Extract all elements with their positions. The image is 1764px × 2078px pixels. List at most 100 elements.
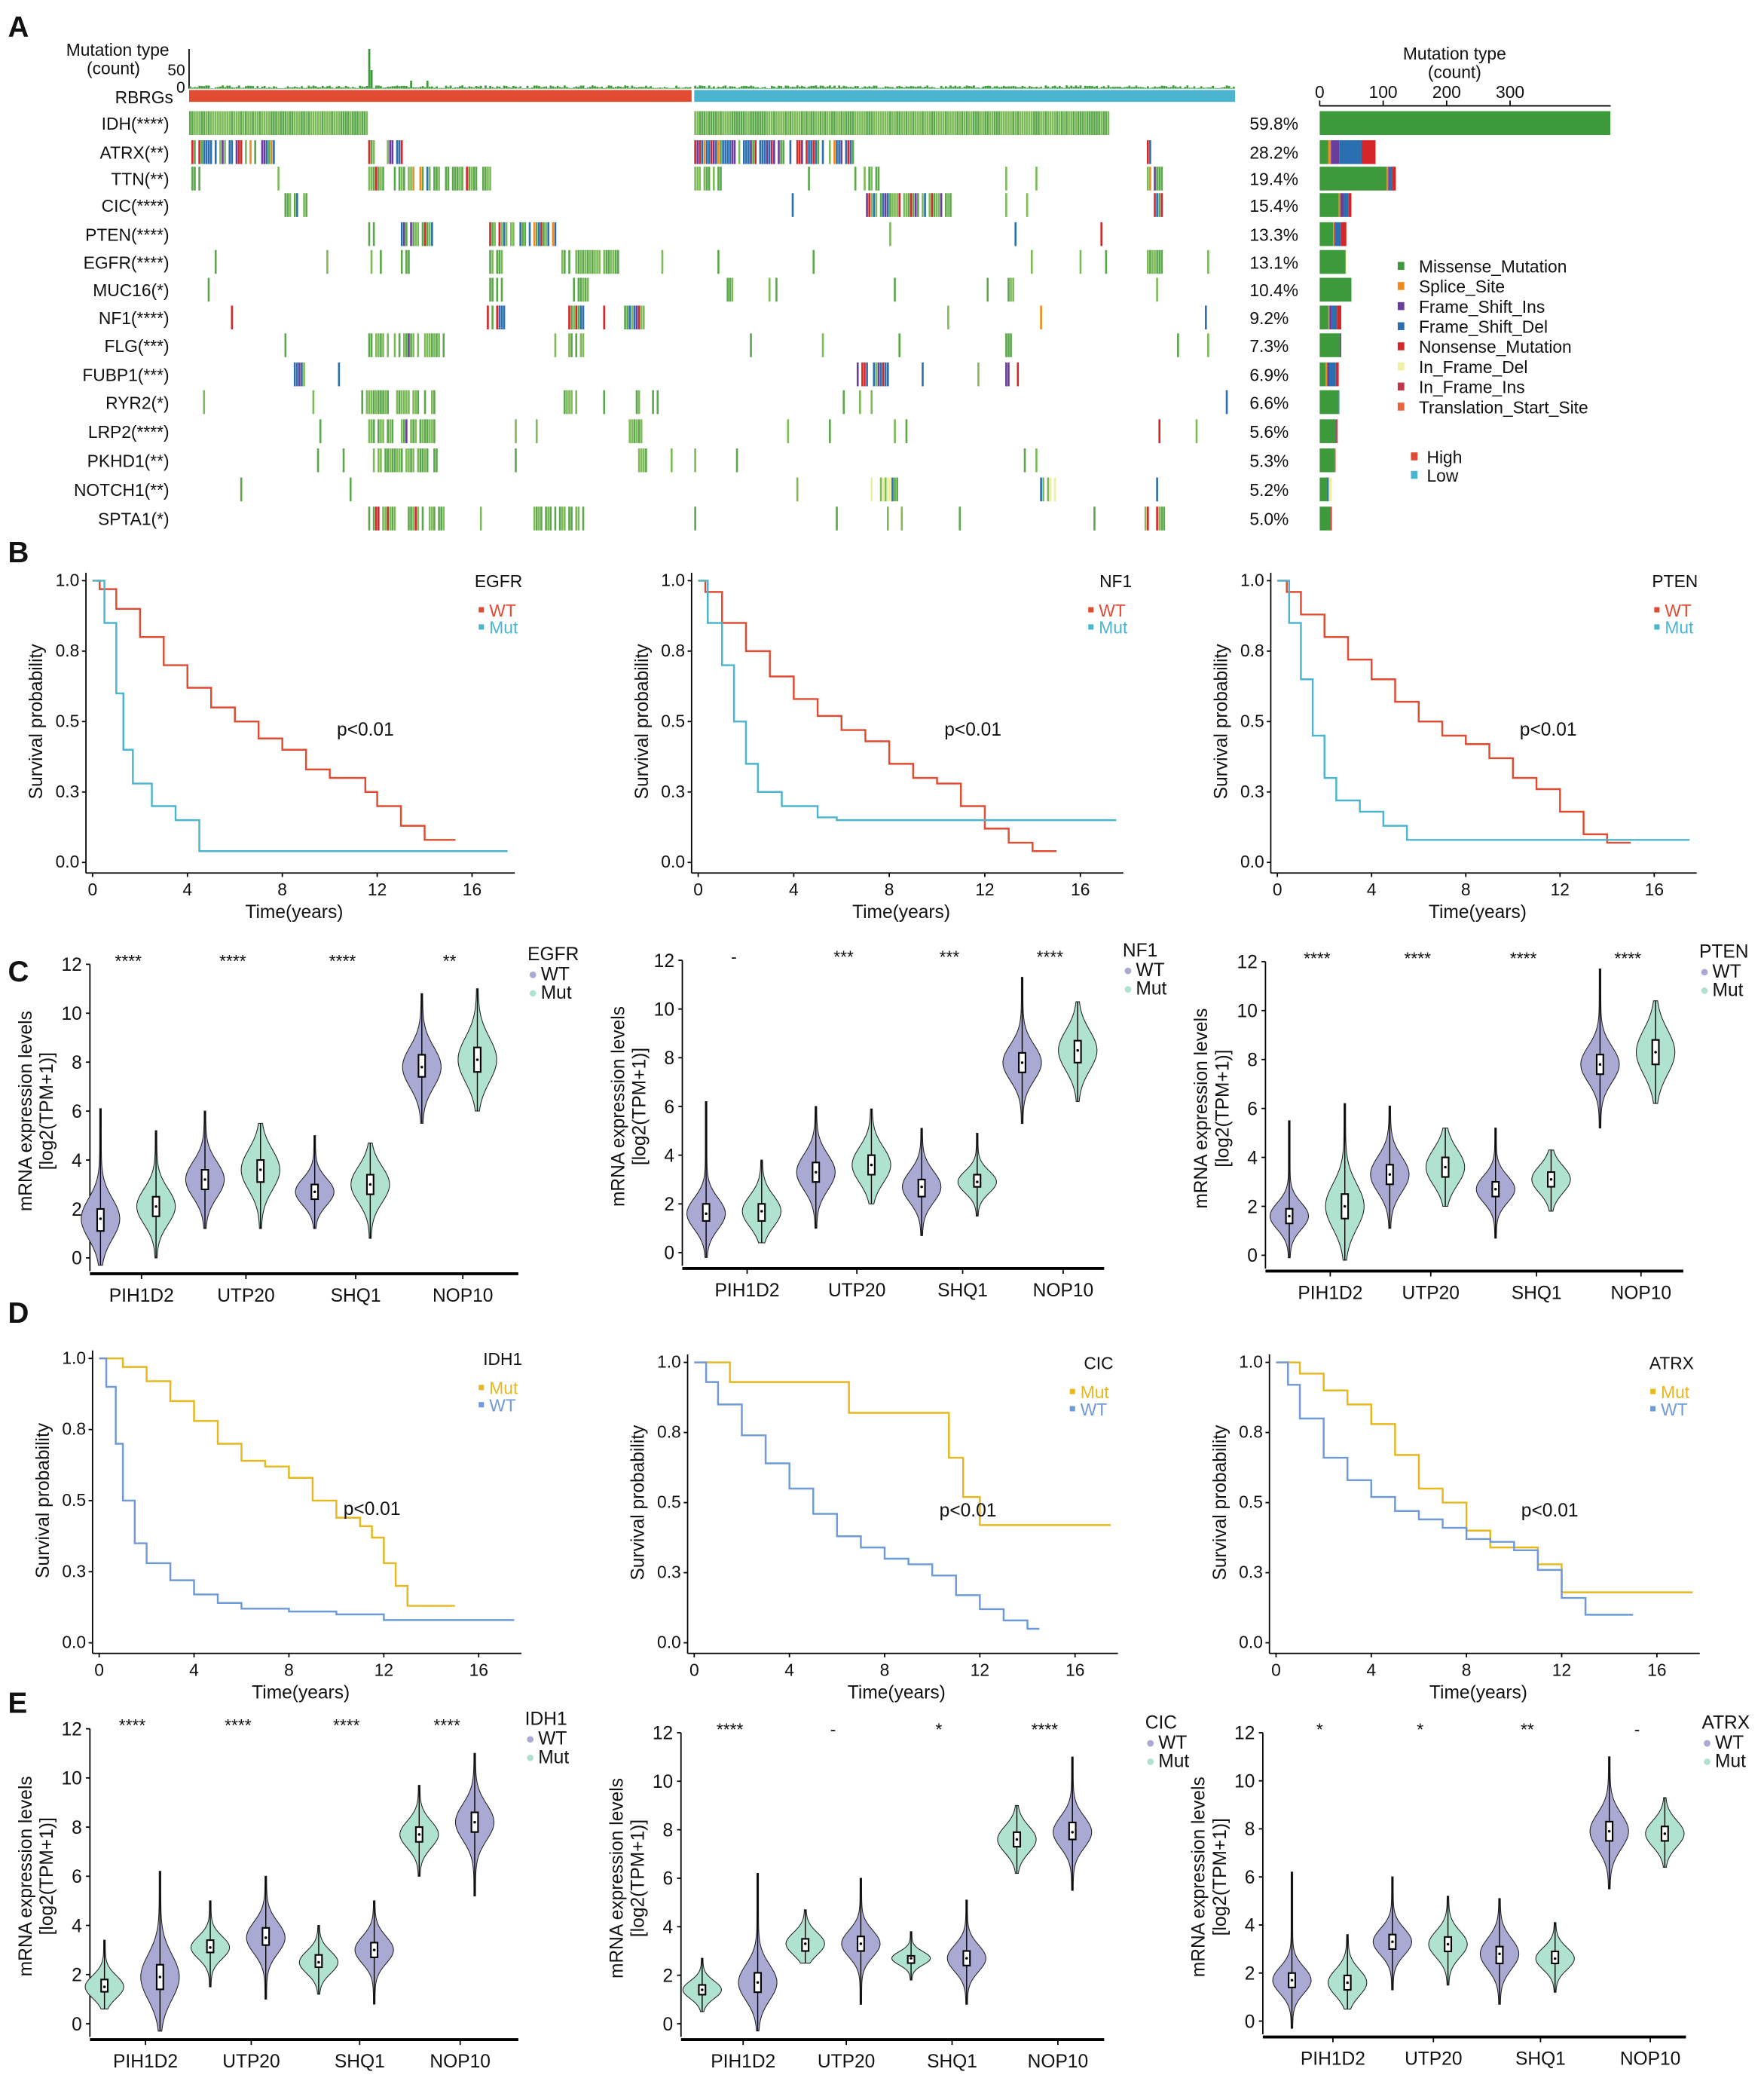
mutation-count-bar bbox=[1331, 140, 1340, 164]
median-point bbox=[1343, 1204, 1347, 1208]
mutation-cell bbox=[380, 249, 382, 274]
mutation-cell bbox=[482, 167, 485, 191]
mutation-cell bbox=[433, 506, 436, 531]
mutation-cell bbox=[775, 277, 778, 302]
mutation-cell bbox=[426, 222, 429, 246]
mutation-cell bbox=[410, 506, 412, 531]
legend-dot bbox=[1701, 969, 1708, 976]
y-tick-label: 2 bbox=[72, 1200, 82, 1220]
mutation-cell bbox=[989, 111, 992, 136]
count-bar bbox=[778, 85, 780, 89]
count-bar bbox=[594, 86, 596, 89]
mutation-cell bbox=[873, 193, 876, 217]
count-bar bbox=[784, 85, 787, 89]
count-bar bbox=[1075, 85, 1078, 89]
count-bar bbox=[924, 87, 927, 89]
count-bar bbox=[249, 85, 252, 89]
mutation-cell bbox=[847, 140, 850, 164]
mutation-count-bar bbox=[1319, 167, 1387, 191]
median-point bbox=[258, 1168, 262, 1171]
count-bar bbox=[451, 87, 454, 89]
mutation-cell bbox=[400, 448, 403, 473]
count-bar bbox=[1193, 86, 1196, 89]
mutation-cell bbox=[717, 140, 720, 164]
mutation-cell bbox=[222, 140, 224, 164]
count-bar bbox=[1135, 85, 1138, 89]
mutation-cell bbox=[861, 111, 864, 136]
mutation-count-bar bbox=[1319, 193, 1339, 217]
mutation-cell bbox=[879, 477, 882, 502]
mutation-cell bbox=[694, 111, 696, 136]
mutation-cell bbox=[603, 390, 606, 415]
mutation-cell bbox=[717, 111, 720, 136]
count-bar bbox=[498, 86, 501, 89]
mutation-cell bbox=[1146, 140, 1149, 164]
count-bar bbox=[877, 87, 880, 89]
legend-title: PTEN bbox=[1652, 571, 1698, 591]
count-bar bbox=[722, 86, 725, 89]
count-bar bbox=[689, 87, 692, 89]
mutation-cell bbox=[833, 140, 836, 164]
mutation-cell bbox=[431, 419, 433, 443]
mutation-cell bbox=[240, 477, 243, 502]
mutation-cell bbox=[1100, 222, 1103, 246]
mutation-cell bbox=[298, 111, 301, 136]
mutation-cell bbox=[842, 390, 845, 415]
count-bar bbox=[258, 87, 261, 89]
median-point bbox=[475, 1058, 479, 1061]
legend-dot bbox=[529, 972, 537, 978]
mutation-cell bbox=[421, 419, 424, 443]
legend-label: Splice_Site bbox=[1419, 277, 1505, 296]
legend-label: In_Frame_Del bbox=[1419, 357, 1527, 377]
mutation-cell bbox=[803, 111, 806, 136]
count-bar bbox=[333, 88, 336, 89]
mutation-cell bbox=[1195, 419, 1198, 443]
mutation-cell bbox=[877, 111, 880, 136]
mutation-cell bbox=[986, 111, 989, 136]
mutation-cell bbox=[589, 249, 592, 274]
count-bar bbox=[438, 87, 441, 89]
mutation-cell bbox=[894, 111, 896, 136]
mutation-cell bbox=[1107, 111, 1110, 136]
count-bar bbox=[245, 86, 247, 89]
mutation-cell bbox=[922, 362, 924, 387]
bar-title: (count) bbox=[1428, 63, 1481, 82]
legend-dot bbox=[1124, 967, 1132, 975]
y-tick-label: 4 bbox=[663, 1917, 674, 1938]
mutation-cell bbox=[219, 140, 222, 164]
count-bar bbox=[1079, 85, 1082, 89]
significance-label: - bbox=[830, 1719, 836, 1739]
y-tick-label: 6 bbox=[72, 1102, 82, 1122]
mutation-cell bbox=[1035, 448, 1038, 473]
count-bar bbox=[507, 87, 510, 89]
count-bar bbox=[1207, 87, 1209, 89]
mutation-cell bbox=[701, 111, 704, 136]
count-bar bbox=[952, 87, 955, 89]
mutation-cell bbox=[305, 111, 307, 136]
count-bar bbox=[268, 87, 271, 89]
legend-label: WT bbox=[541, 964, 570, 984]
legend-label: WT bbox=[538, 1729, 567, 1749]
mutation-cell bbox=[280, 111, 282, 136]
category-label: UTP20 bbox=[828, 1281, 885, 1301]
count-bar bbox=[1209, 87, 1212, 89]
mutation-cell bbox=[975, 111, 977, 136]
count-bar bbox=[356, 87, 359, 89]
category-label: UTP20 bbox=[818, 2052, 875, 2072]
count-bar bbox=[436, 86, 438, 89]
mutation-count-bar bbox=[1328, 140, 1331, 164]
mutation-cell bbox=[928, 111, 931, 136]
mutation-cell bbox=[310, 111, 313, 136]
count-bar bbox=[1197, 87, 1200, 89]
count-bar bbox=[237, 85, 240, 89]
mutation-cell bbox=[1005, 193, 1007, 217]
mutation-cell bbox=[372, 419, 375, 443]
count-bar bbox=[547, 87, 550, 89]
mutation-count-bar bbox=[1335, 419, 1337, 443]
mutation-cell bbox=[319, 111, 322, 136]
count-bar bbox=[370, 70, 373, 89]
count-bar bbox=[752, 86, 755, 89]
mutation-cell bbox=[1023, 448, 1026, 473]
count-bar bbox=[645, 85, 647, 89]
